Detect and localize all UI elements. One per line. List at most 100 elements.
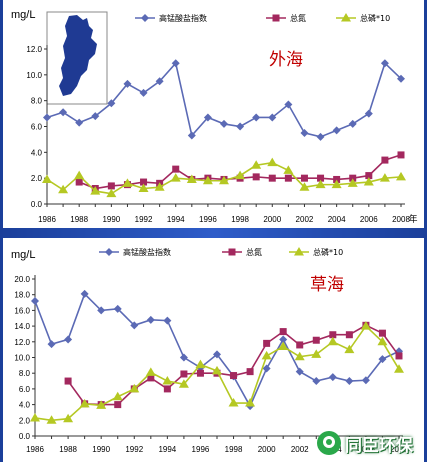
data-point <box>47 340 56 349</box>
x-tick-label: 1986 <box>26 445 44 454</box>
x-tick-label: 2002 <box>291 445 309 454</box>
watermark: 同臣环保 <box>317 430 413 456</box>
data-point <box>114 401 122 409</box>
data-point <box>283 165 294 174</box>
data-point <box>364 109 373 118</box>
data-point <box>378 355 387 364</box>
legend-marker <box>341 13 351 22</box>
y-tick-label: 4.0 <box>31 148 43 157</box>
data-point <box>107 99 116 108</box>
data-point <box>365 172 373 180</box>
data-point <box>379 173 390 182</box>
data-point <box>186 174 197 183</box>
legend-marker <box>228 248 236 256</box>
data-point <box>139 88 148 97</box>
data-point <box>345 331 353 339</box>
data-point <box>395 352 403 360</box>
data-point <box>345 377 354 386</box>
y-tick-label: 20.0 <box>14 275 30 284</box>
data-point <box>378 329 386 337</box>
data-point <box>145 367 156 376</box>
y-tick-label: 16.0 <box>14 306 30 315</box>
legend-label: 总氮 <box>246 247 262 257</box>
data-point <box>328 373 337 382</box>
data-point <box>329 331 337 339</box>
x-tick-label: 1994 <box>158 445 176 454</box>
data-point <box>212 365 222 375</box>
data-point <box>381 156 389 164</box>
x-tick-label: 2008 <box>392 215 410 224</box>
data-point <box>202 175 213 185</box>
data-point <box>195 359 206 369</box>
data-point <box>123 79 132 88</box>
data-point <box>146 315 155 324</box>
x-tick-label: 2002 <box>296 215 314 224</box>
data-point <box>112 391 123 401</box>
y-tick-label: 10.0 <box>26 71 42 80</box>
data-point <box>180 370 188 378</box>
data-point <box>316 132 325 141</box>
data-point <box>113 304 122 313</box>
series-0 <box>43 59 405 141</box>
x-tick-label: 2006 <box>360 215 378 224</box>
data-point <box>236 122 245 131</box>
data-point <box>172 165 180 173</box>
legend-marker <box>294 247 304 256</box>
data-point <box>296 341 304 349</box>
data-point <box>377 336 388 346</box>
data-point <box>97 306 106 315</box>
x-tick-label: 2008 <box>390 445 408 454</box>
legend-marker <box>105 248 113 256</box>
y-tick-label: 14.0 <box>14 322 30 331</box>
data-point <box>178 379 189 388</box>
legend-label: 高锰酸盐指数 <box>159 13 207 23</box>
data-point <box>63 413 74 423</box>
data-point <box>397 74 405 83</box>
data-point <box>268 113 277 122</box>
series-line <box>34 292 400 408</box>
data-point <box>300 174 308 182</box>
data-point <box>46 415 57 424</box>
data-point <box>284 100 293 109</box>
series-2 <box>42 157 406 198</box>
data-point <box>252 113 261 122</box>
x-tick-label: 1990 <box>102 215 120 224</box>
data-point <box>348 119 357 128</box>
data-point <box>344 344 355 354</box>
x-tick-label: 1992 <box>135 215 153 224</box>
data-point <box>315 179 326 189</box>
data-point <box>394 364 404 373</box>
x-tick-label: 2000 <box>258 445 276 454</box>
data-point <box>300 128 309 137</box>
data-point <box>380 59 389 68</box>
data-point <box>279 328 287 336</box>
data-point <box>246 368 254 376</box>
data-point <box>230 372 238 380</box>
chart-outer-sea: 0.0 2.0 4.0 6.0 8.0 10.0 12.0 1986 1988 1990 1992 1… <box>11 9 418 225</box>
data-point <box>163 385 171 393</box>
data-point <box>397 151 405 159</box>
x-tick-label: 2000 <box>263 215 281 224</box>
y-tick-label: 4.0 <box>19 401 31 410</box>
lake-map-icon <box>59 15 97 96</box>
series-0 <box>31 289 403 411</box>
data-point <box>129 383 140 393</box>
watermark-text: 同臣环保 <box>345 435 413 455</box>
x-tick-label: 1996 <box>192 445 210 454</box>
y-tick-label: 0.0 <box>19 432 31 441</box>
data-point <box>360 321 371 330</box>
data-point <box>396 171 406 181</box>
x-tick-label: 1998 <box>225 445 243 454</box>
data-point <box>333 175 341 183</box>
x-tick-label: 1994 <box>167 215 185 224</box>
data-point <box>171 59 180 68</box>
data-point <box>327 336 338 346</box>
data-point <box>331 179 342 189</box>
data-point <box>140 178 148 186</box>
x-tick-label: 1998 <box>231 215 249 224</box>
data-point <box>317 174 325 182</box>
data-point <box>312 377 321 386</box>
y-tick-label: 2.0 <box>31 174 43 183</box>
data-point <box>347 178 358 187</box>
x-unit-label: 年 <box>408 213 417 225</box>
